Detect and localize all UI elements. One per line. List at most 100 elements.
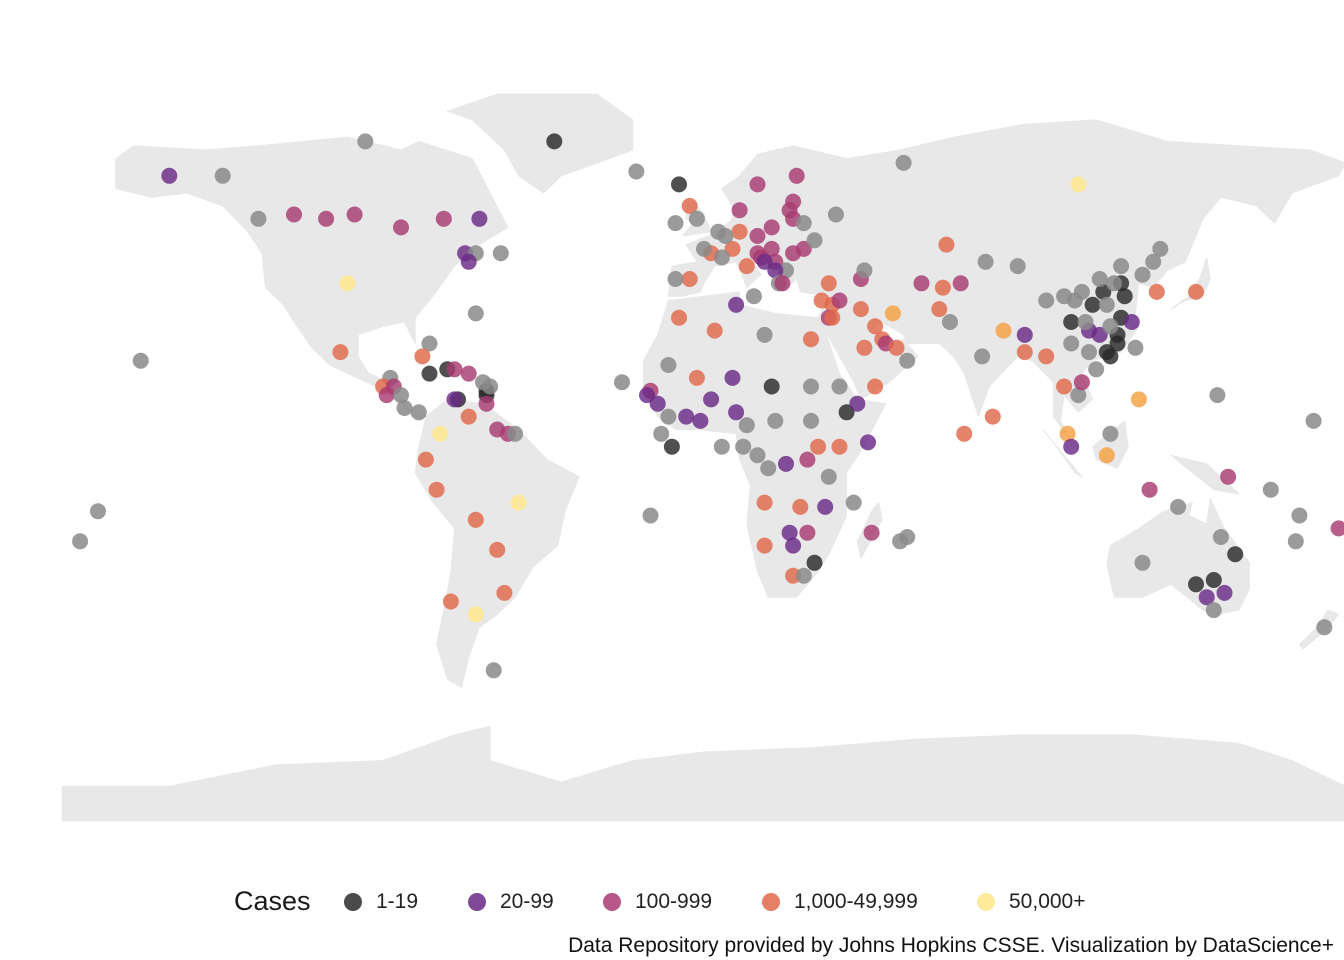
legend-dot	[603, 893, 621, 911]
case-point	[1188, 283, 1204, 300]
case-point	[467, 511, 484, 528]
case-point	[792, 498, 809, 515]
case-point	[90, 503, 106, 520]
case-point	[803, 378, 819, 395]
case-point	[745, 288, 762, 305]
case-point	[1205, 572, 1222, 588]
case-point	[817, 498, 834, 515]
case-point	[795, 567, 812, 584]
case-point	[318, 210, 335, 227]
case-point	[803, 412, 819, 429]
case-point	[1170, 498, 1187, 515]
case-point	[286, 206, 302, 223]
case-point	[132, 352, 149, 369]
case-point	[1130, 391, 1147, 408]
case-point	[442, 593, 459, 610]
case-point	[1134, 554, 1151, 571]
case-point	[763, 240, 780, 257]
case-point	[860, 434, 876, 451]
legend: Cases 1-19 20-99 100-999 1,000-49,999 50,000…	[0, 878, 1344, 928]
case-point	[467, 606, 484, 623]
case-point	[942, 314, 958, 330]
legend-item: 1,000-49,999	[762, 890, 918, 914]
legend-dot	[468, 893, 486, 911]
case-point	[417, 451, 434, 468]
legend-label: 100-999	[635, 890, 713, 913]
case-point	[1152, 240, 1169, 257]
land-masses	[61, 93, 1344, 822]
case-point	[913, 275, 930, 292]
case-point	[1141, 481, 1158, 498]
case-point	[496, 584, 513, 601]
case-point	[1038, 292, 1055, 309]
case-point	[1227, 546, 1244, 563]
land-shape	[61, 725, 1344, 822]
case-point	[995, 322, 1012, 339]
case-point	[414, 348, 431, 365]
case-point	[1216, 584, 1233, 601]
case-point	[767, 262, 784, 279]
case-point	[1305, 412, 1322, 429]
case-point	[660, 408, 677, 425]
case-point	[1009, 258, 1026, 275]
case-point	[713, 249, 730, 266]
case-point	[706, 322, 723, 339]
case-point	[378, 387, 395, 404]
case-point	[806, 554, 823, 571]
case-point	[1102, 318, 1119, 335]
case-point	[781, 524, 798, 541]
case-point	[1084, 296, 1101, 313]
case-point	[984, 408, 1001, 425]
case-point	[849, 395, 866, 412]
case-point	[974, 348, 991, 365]
case-point	[838, 404, 855, 421]
case-point	[1070, 387, 1087, 404]
case-point	[795, 215, 812, 232]
case-point	[1205, 602, 1222, 619]
case-point	[1063, 438, 1080, 455]
case-point	[435, 210, 452, 227]
case-point	[688, 210, 705, 227]
case-point	[888, 339, 905, 356]
case-point	[856, 262, 873, 279]
case-point	[749, 176, 766, 193]
case-point	[867, 318, 884, 335]
case-point	[1330, 520, 1344, 537]
case-point	[852, 301, 869, 318]
case-point	[795, 240, 812, 257]
case-point	[810, 438, 827, 455]
case-point	[1134, 266, 1151, 283]
case-point	[799, 451, 816, 468]
case-point	[1188, 576, 1204, 593]
case-point	[489, 541, 506, 558]
case-point	[831, 292, 848, 309]
case-point	[845, 494, 862, 511]
case-point	[339, 275, 356, 292]
case-point	[471, 210, 488, 227]
case-point	[724, 369, 741, 386]
case-point	[410, 404, 427, 421]
case-point	[1262, 481, 1279, 498]
case-point	[642, 507, 659, 524]
case-point	[799, 524, 816, 541]
case-point	[1287, 533, 1304, 550]
case-point	[756, 253, 773, 270]
case-point	[346, 206, 363, 223]
legend-item: 20-99	[468, 890, 554, 914]
case-point	[895, 154, 912, 171]
case-point	[1198, 589, 1215, 606]
legend-label: 1-19	[376, 890, 419, 913]
legend-dot	[344, 893, 362, 911]
legend-item: 100-999	[603, 890, 712, 914]
case-point	[756, 494, 773, 511]
case-point	[1127, 339, 1144, 356]
case-point	[760, 460, 777, 477]
case-point	[214, 167, 231, 184]
case-point	[1081, 344, 1097, 361]
case-point	[1063, 335, 1080, 352]
case-point	[671, 309, 687, 326]
case-point	[728, 404, 745, 421]
case-point	[432, 425, 449, 442]
case-point	[649, 395, 666, 412]
case-point	[161, 167, 178, 184]
